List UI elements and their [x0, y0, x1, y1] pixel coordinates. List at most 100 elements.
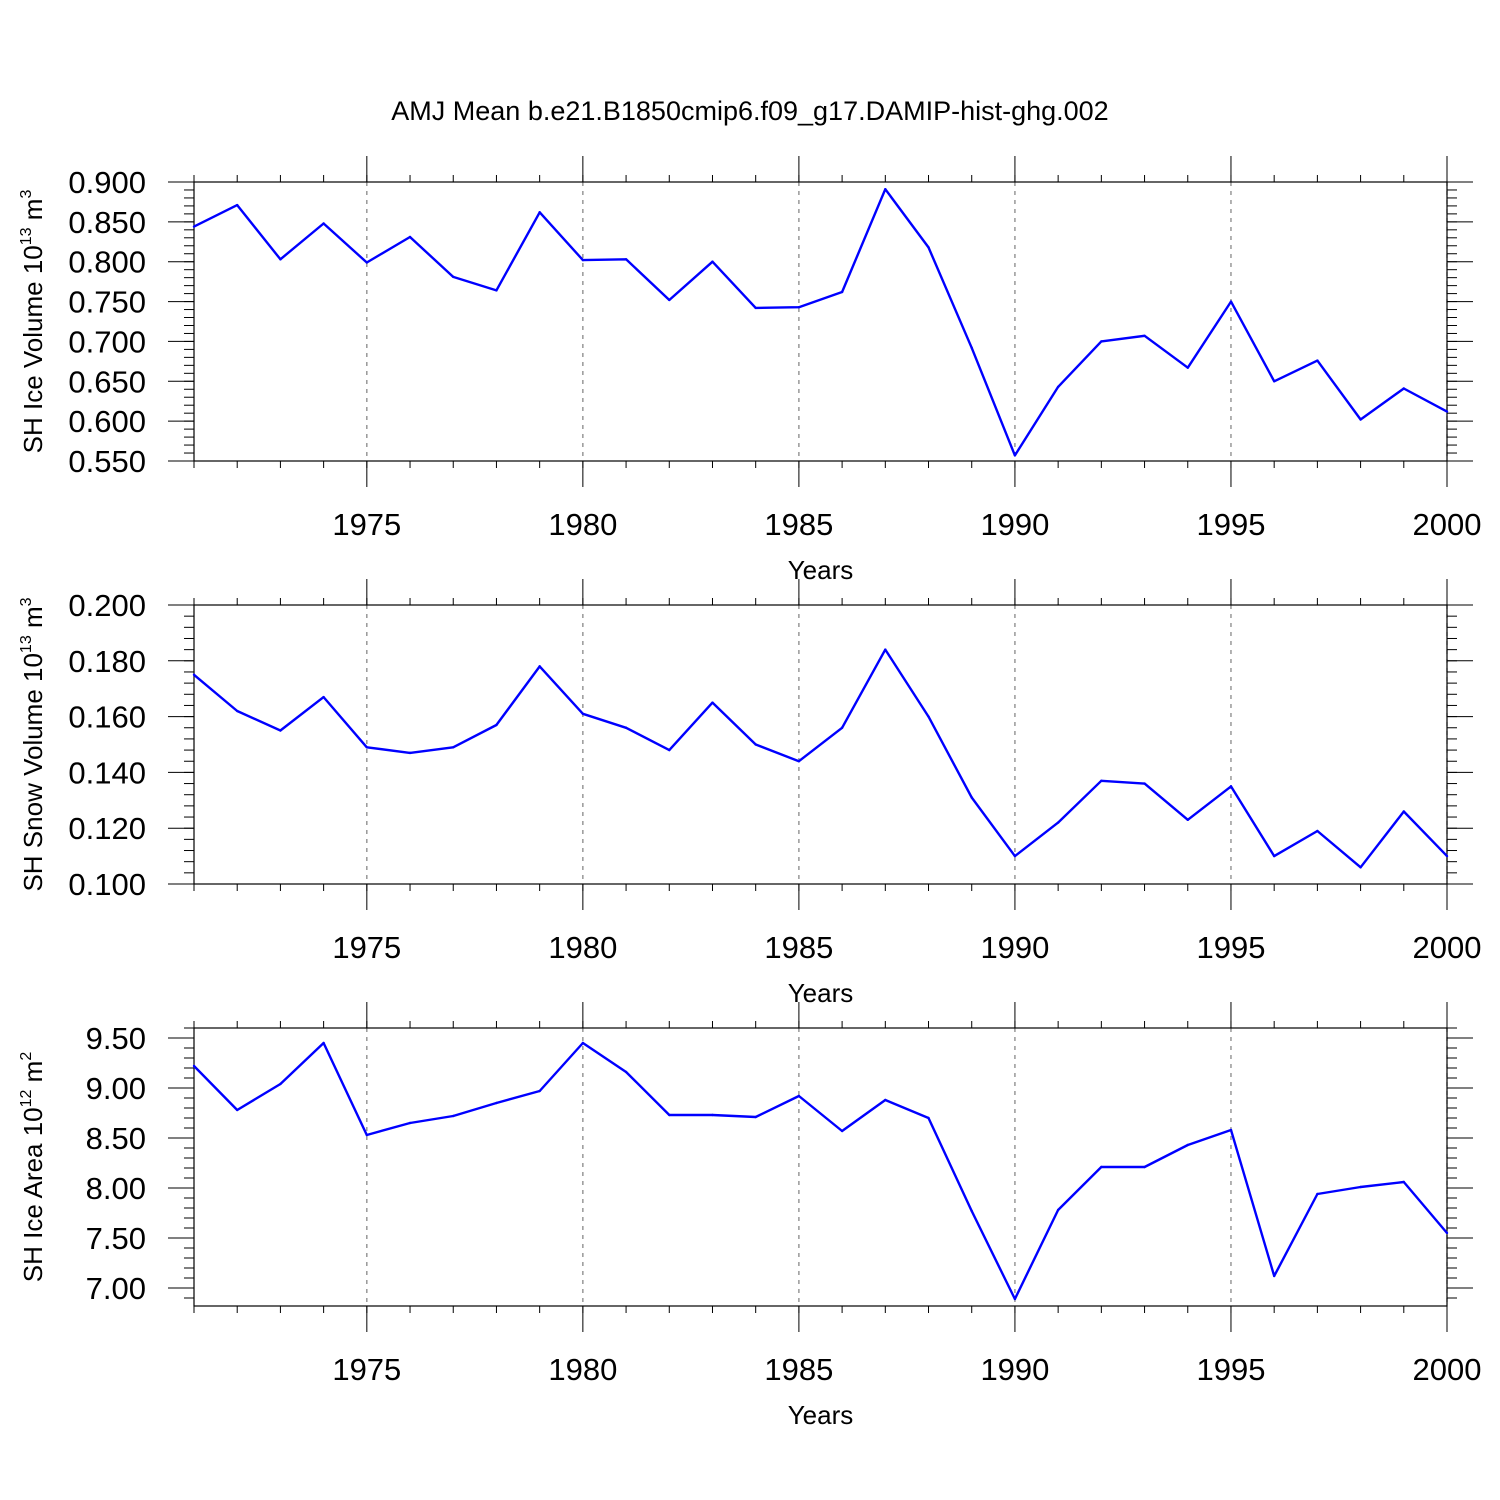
data-point	[668, 1113, 671, 1117]
data-point	[840, 726, 844, 729]
data-point	[452, 746, 455, 749]
chart-panel-2: 1975 1980 1985 1990 1995 2000 0.100 0.120 0.140 0…	[18, 579, 1481, 1008]
x-tick-label: 1995	[1196, 507, 1265, 542]
data-point	[495, 723, 498, 727]
y-axis-label: SH Snow Volume 1013 m3	[18, 597, 48, 891]
y-tick-label: 8.50	[86, 1121, 146, 1156]
plot-frame	[193, 1027, 1448, 1307]
y-axis-label: SH Ice Volume 1013 m3	[18, 190, 48, 454]
x-tick-label: 1990	[980, 930, 1049, 965]
y-tick-label: 7.00	[86, 1271, 146, 1306]
data-point	[365, 1133, 369, 1137]
data-point	[1100, 1165, 1103, 1169]
data-point	[1402, 387, 1405, 390]
y-tick-label: 9.00	[86, 1071, 146, 1106]
y-tick-label: 8.00	[86, 1171, 146, 1206]
y-tick-label: 0.900	[68, 165, 146, 200]
data-point	[1143, 334, 1146, 338]
data-point	[1013, 454, 1017, 457]
data-point	[1100, 340, 1103, 343]
y-tick-label: 0.120	[68, 811, 146, 846]
data-point	[192, 1064, 196, 1068]
data-point	[1056, 1208, 1060, 1212]
data-point	[927, 1116, 930, 1120]
y-tick-label: 0.850	[68, 205, 146, 240]
plot-frame	[193, 604, 1448, 885]
data-point	[1445, 410, 1449, 413]
y-tick-label: 0.600	[68, 404, 146, 439]
data-point	[711, 260, 714, 263]
x-tick-label: 1980	[548, 930, 617, 965]
data-point	[1143, 1165, 1146, 1169]
y-tick-label: 0.180	[68, 644, 146, 679]
data-point	[1445, 854, 1449, 858]
series-line	[193, 648, 1448, 869]
data-point	[495, 289, 498, 292]
y-tick-label: 0.650	[68, 364, 146, 399]
data-point	[581, 1041, 585, 1045]
data-point	[236, 709, 239, 713]
data-point	[1316, 1192, 1319, 1196]
x-tick-label: 1980	[548, 507, 617, 542]
data-point	[452, 275, 455, 279]
data-point	[1186, 818, 1189, 822]
data-point	[1272, 854, 1276, 858]
x-axis-label: Years	[788, 978, 854, 1008]
x-tick-label: 1985	[764, 930, 833, 965]
data-point	[927, 715, 930, 718]
data-point	[365, 261, 369, 264]
x-tick-label: 1975	[332, 507, 401, 542]
x-tick-label: 2000	[1413, 930, 1482, 965]
series-line	[193, 187, 1448, 457]
data-point	[1143, 782, 1146, 785]
data-point	[1402, 810, 1405, 813]
data-point	[279, 1082, 282, 1086]
data-point	[408, 751, 412, 755]
data-point	[1229, 1128, 1233, 1132]
x-tick-label: 1995	[1196, 930, 1265, 965]
data-point	[581, 712, 585, 716]
x-tick-label: 1990	[980, 1352, 1049, 1387]
data-point	[322, 695, 325, 699]
data-point	[1229, 785, 1233, 788]
data-point	[1013, 854, 1017, 858]
x-tick-label: 1990	[980, 507, 1049, 542]
data-point	[927, 246, 930, 249]
data-point	[797, 760, 801, 763]
data-point	[624, 726, 628, 729]
data-point	[711, 701, 714, 704]
data-point	[1359, 1185, 1362, 1189]
data-point	[1100, 779, 1103, 782]
figure-title: AMJ Mean b.e21.B1850cmip6.f09_g17.DAMIP-…	[391, 96, 1108, 126]
data-point	[538, 211, 541, 214]
data-point	[236, 1108, 239, 1112]
x-axis-label: Years	[788, 1400, 854, 1430]
data-point	[840, 290, 844, 294]
y-axis-label: SH Ice Area 1012 m2	[18, 1052, 48, 1283]
data-point	[1272, 1274, 1276, 1278]
data-point	[279, 729, 282, 732]
data-point	[970, 346, 973, 350]
series-line	[193, 1041, 1448, 1301]
data-point	[236, 203, 239, 207]
data-point	[624, 1070, 628, 1074]
data-point	[668, 298, 671, 302]
data-point	[1186, 366, 1189, 369]
data-point	[1359, 866, 1362, 869]
data-point	[1186, 1143, 1189, 1147]
data-point	[754, 1115, 757, 1119]
x-tick-label: 1985	[764, 1352, 833, 1387]
x-tick-label: 1985	[764, 507, 833, 542]
plot-frame	[193, 181, 1448, 462]
data-point	[1229, 300, 1233, 303]
data-point	[322, 222, 325, 225]
data-point	[365, 746, 369, 749]
data-point	[1056, 821, 1060, 824]
data-point	[797, 305, 801, 309]
y-tick-label: 0.800	[68, 245, 146, 280]
x-tick-label: 2000	[1413, 1352, 1482, 1387]
chart-panel-1: 1975 1980 1985 1990 1995 2000 0.550 0.600 0.650 0…	[18, 156, 1481, 585]
data-point	[668, 748, 671, 752]
data-point	[408, 1121, 412, 1125]
